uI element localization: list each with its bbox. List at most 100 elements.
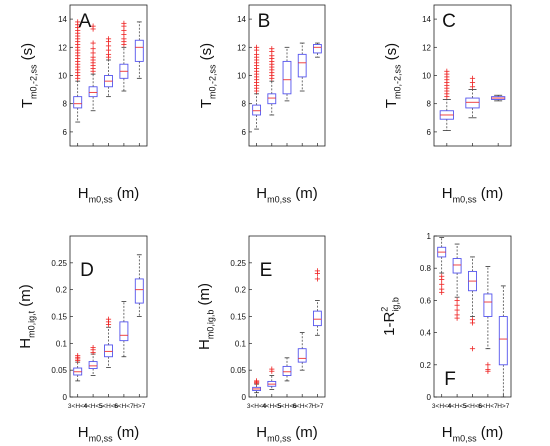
- ylabel-label-part: (m): [17, 284, 34, 311]
- outlier-marker: [314, 268, 320, 274]
- ylabel-label: Hm0,ig,b (m): [196, 283, 216, 350]
- box-1: [73, 19, 83, 123]
- box-4: [297, 332, 307, 371]
- y-tick-label: 10: [422, 72, 431, 81]
- iqr-box: [282, 60, 292, 95]
- ylabel-label-part: m0,ig,t: [27, 310, 37, 338]
- outlier-marker: [90, 40, 96, 46]
- panel-letter: F: [444, 369, 456, 390]
- xlabel-label-part: H: [78, 185, 89, 202]
- box-5: [312, 268, 322, 336]
- y-tick-label: 0.1: [56, 339, 68, 348]
- box-5: [134, 254, 144, 317]
- iqr-box: [119, 321, 129, 342]
- ylabel-label-part: T: [198, 99, 215, 108]
- y-tick-label: 0.2: [420, 361, 432, 370]
- outlier-marker: [90, 46, 96, 52]
- y-tick-label: 0: [63, 393, 68, 402]
- ylabel-label-part: m0,-2,ss: [393, 64, 403, 99]
- y-tick-label: 0.2: [56, 286, 68, 295]
- iqr-box: [452, 258, 462, 274]
- outlier-marker: [454, 302, 460, 308]
- panel-B: 6 8 10 12 14 B Hm0,ss (m) Tm0,-2,ss (s): [198, 4, 326, 205]
- y-tick-label: 1: [427, 232, 432, 241]
- outlier-marker: [254, 44, 260, 50]
- ylabel-label: 1-R2ig,b: [379, 297, 400, 336]
- outlier-marker: [90, 23, 96, 29]
- panel-E: 00.050.10.150.20.253<H<44<H<55<H<66<H<7 H…: [196, 235, 326, 444]
- box-4: [119, 20, 129, 92]
- box-5: [134, 21, 144, 79]
- iqr-box: [252, 104, 262, 116]
- y-tick-label: 0.4: [420, 329, 432, 338]
- y-tick-label: 12: [237, 43, 246, 52]
- panel-letter: C: [442, 11, 456, 32]
- x-tick-label: 3<H<4: [432, 403, 452, 410]
- ylabel-label-part: 1-R: [381, 312, 398, 336]
- y-tick-label: 6: [242, 128, 247, 137]
- outlier-marker: [75, 353, 81, 359]
- box-3: [468, 256, 477, 352]
- y-tick-label: 0.15: [230, 313, 246, 322]
- y-tick-label: 0: [242, 393, 247, 402]
- y-tick-label: 14: [237, 15, 246, 24]
- outlier-marker: [105, 316, 112, 322]
- ylabel-label-part: ig,b: [391, 297, 401, 312]
- box-5: [312, 42, 322, 58]
- panel-letter: E: [260, 260, 273, 281]
- ylabel-label-part: m0,ig,b: [206, 310, 216, 340]
- ylabel-label: Tm0,-2,ss (s): [383, 43, 403, 108]
- ylabel-label: Hm0,ig,t (m): [17, 284, 37, 349]
- outlier-marker: [485, 362, 491, 368]
- outlier-marker: [469, 75, 476, 81]
- xlabel-label-part: (m): [477, 185, 504, 202]
- x-tick-label: 4<H<5: [83, 403, 103, 410]
- xlabel-label-part: (m): [477, 424, 504, 441]
- outlier-marker: [454, 297, 460, 303]
- outlier-marker: [90, 345, 96, 351]
- xlabel-label-part: m0,ss: [453, 434, 478, 444]
- x-tick-label: 5<H<6: [99, 403, 119, 410]
- iqr-box: [134, 39, 144, 62]
- x-tick-label: H>7: [133, 403, 145, 410]
- y-tick-label: 8: [427, 100, 432, 109]
- iqr-box: [88, 86, 98, 98]
- y-tick-label: 12: [422, 43, 431, 52]
- x-tick-label: H>7: [497, 403, 509, 410]
- panel-D: 00.050.10.150.20.253<H<44<H<55<H<66<H<7 H…: [17, 235, 148, 444]
- box-3: [104, 36, 113, 98]
- y-tick-label: 10: [237, 72, 246, 81]
- xlabel-label-part: H: [78, 424, 89, 441]
- panel-letter: A: [79, 11, 92, 32]
- box-4: [119, 301, 129, 358]
- y-tick-label: 0.25: [230, 259, 246, 268]
- box-1: [437, 237, 447, 295]
- y-tick-label: 0.25: [51, 259, 67, 268]
- x-tick-label: 6<H<7: [478, 403, 498, 410]
- xlabel-label-part: (m): [113, 185, 140, 202]
- ylabel-label-part: m0,-2,ss: [208, 64, 218, 99]
- ylabel-label-part: T: [19, 99, 36, 108]
- y-tick-label: 14: [58, 15, 67, 24]
- xlabel-label-part: H: [442, 424, 453, 441]
- outlier-marker: [485, 368, 491, 374]
- ylabel-label-part: T: [383, 99, 400, 108]
- box-3: [282, 357, 292, 382]
- ylabel-label: Tm0,-2,ss (s): [198, 43, 218, 108]
- outlier-marker: [314, 276, 320, 282]
- y-tick-label: 10: [58, 72, 67, 81]
- xlabel-label-part: m0,ss: [267, 434, 292, 444]
- box-2: [452, 243, 462, 321]
- outlier-marker: [121, 20, 127, 26]
- box-1: [439, 68, 454, 131]
- iqr-box: [312, 310, 322, 327]
- y-tick-label: 0.6: [420, 296, 432, 305]
- outlier-marker: [444, 68, 450, 74]
- box-5: [498, 285, 508, 398]
- xlabel-label-part: H: [256, 424, 267, 441]
- ylabel-label-part: 2: [379, 307, 389, 312]
- iqr-box: [297, 53, 307, 78]
- x-tick-label: 6<H<7: [292, 403, 312, 410]
- outlier-marker: [469, 346, 476, 352]
